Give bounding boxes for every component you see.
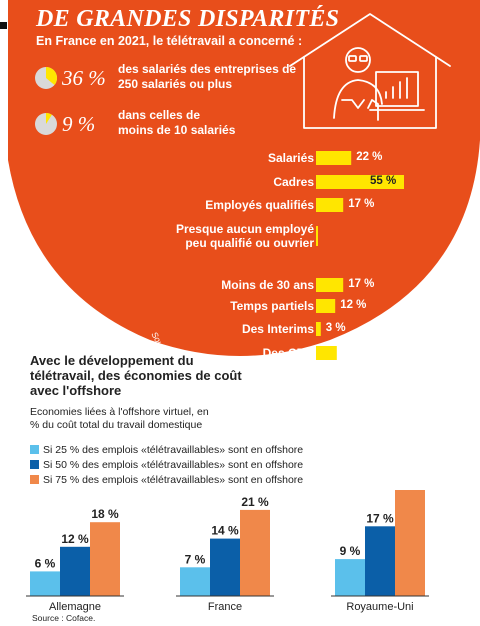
vbar-value-1-0: 7 % <box>185 552 206 566</box>
hbar-label-4: Moins de 30 ans <box>221 278 314 292</box>
headline: DE GRANDES DISPARITÉS <box>36 6 340 32</box>
corner-mark <box>0 22 7 29</box>
vbar-2-2 <box>395 490 425 596</box>
vbar-value-1-2: 21 % <box>241 495 269 509</box>
house-laptop-icon <box>289 13 451 129</box>
legend-item-50: Si 50 % des emplois «télétravaillables» … <box>30 457 303 472</box>
stat-text-large-firms: des salariés des entreprises de 250 sala… <box>118 62 297 91</box>
chart2-legend: Si 25 % des emplois «télétravaillables» … <box>30 442 303 487</box>
vbar-value-0-0: 6 % <box>35 556 56 570</box>
hbar-7 <box>316 346 337 360</box>
hbar-label-6: Des Interims <box>241 322 314 336</box>
hbar-label-7: Des CDD <box>262 346 314 360</box>
orange-disc <box>8 0 480 356</box>
vbar-1-2 <box>240 509 270 596</box>
source-coface: Source : Coface. <box>32 613 96 623</box>
vbar-1-1 <box>210 538 240 596</box>
vbar-0-0 <box>30 571 60 596</box>
vbar-value-2-1: 17 % <box>366 511 394 525</box>
vbar-value-1-1: 14 % <box>211 524 239 538</box>
stat-text-small-firms: dans celles de moins de 10 salariés <box>118 108 236 137</box>
hbar-5 <box>316 299 336 313</box>
stat-value-small-firms: 9 % <box>62 112 96 136</box>
chart2-title: Avec le développement du télétravail, de… <box>30 353 242 398</box>
vbar-0-2 <box>90 522 120 596</box>
vbar-2-1 <box>365 526 395 596</box>
category-label-2: Royaume-Uni <box>346 601 413 613</box>
vbar-1-0 <box>180 567 210 596</box>
orange-background <box>8 0 480 360</box>
vbar-0-1 <box>60 546 90 596</box>
legend-item-75: Si 75 % des emplois «télétravaillables» … <box>30 472 303 487</box>
hbar-label-2: Employés qualifiés <box>205 198 314 212</box>
hbar-value-2: 17 % <box>348 198 375 210</box>
hbar-1 <box>316 175 404 189</box>
vbar-value-0-1: 12 % <box>61 532 89 546</box>
stat-value-large-firms: 36 % <box>62 66 106 90</box>
hbar-label-5: Temps partiels <box>230 299 314 313</box>
hbar-4 <box>316 278 344 292</box>
category-label-0: Allemagne <box>49 601 101 613</box>
vbar-value-2-0: 9 % <box>340 544 361 558</box>
hbar-2 <box>316 198 344 212</box>
legend-item-25: Si 25 % des emplois «télétravaillables» … <box>30 442 303 457</box>
hbar-value-5: 12 % <box>340 299 367 311</box>
hbar-0 <box>316 151 352 165</box>
vbar-value-0-2: 18 % <box>91 507 119 521</box>
hbar-6 <box>316 322 321 336</box>
hbar-label-3: Presque aucun employé peu qualifié ou ou… <box>175 222 314 250</box>
hbar-label-1: Cadres <box>273 175 314 189</box>
hbar-value-6: 3 % <box>325 322 346 334</box>
pie-icon-36 <box>35 67 58 89</box>
offshore-bar-chart: 6 % 12 %18 % Allemagne 7 % 14 % 21 % France 9 %… <box>26 490 429 613</box>
chart2-subtitle: Economies liées à l'offshore virtuel, en… <box>30 406 209 431</box>
hbar-value-7: 13 % <box>341 346 369 358</box>
intro-text: En France en 2021, le télétravail a conc… <box>36 34 303 48</box>
category-label-1: France <box>208 601 242 613</box>
hbar-value-1: 55 % <box>370 175 397 187</box>
hbar-value-0: 22 % <box>356 151 383 163</box>
vbar-2-0 <box>335 559 365 596</box>
pie-icon-9 <box>35 113 57 135</box>
hbar-3 <box>316 226 318 246</box>
hbar-value-4: 17 % <box>348 278 375 290</box>
hbar-label-0: Salariés <box>267 151 314 165</box>
